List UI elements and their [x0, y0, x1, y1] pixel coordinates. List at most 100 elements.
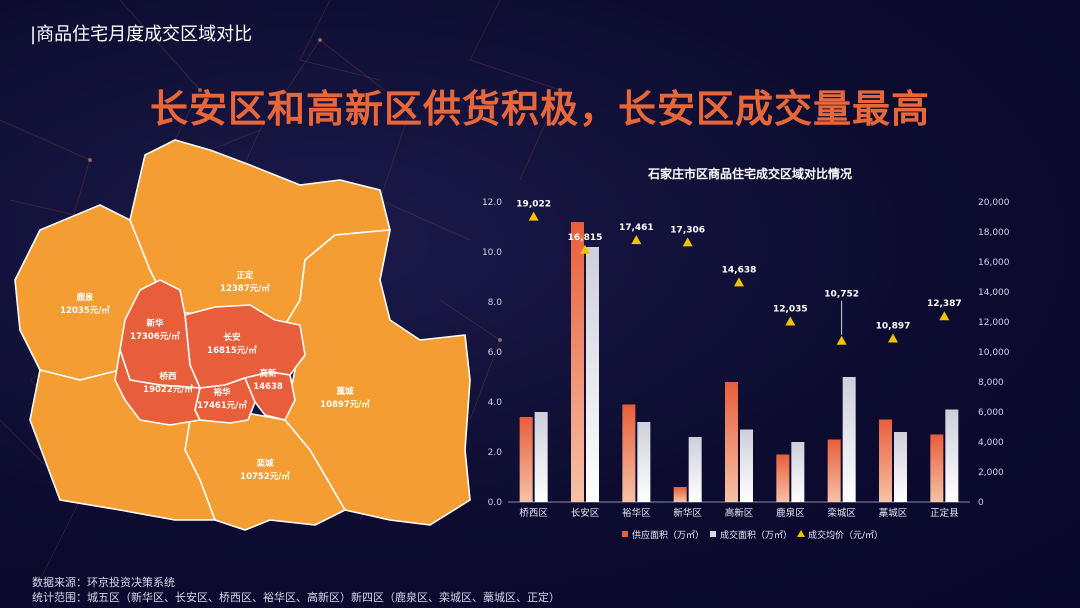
deal-bar	[842, 377, 856, 502]
right-tick-label: 18,000	[978, 228, 1010, 238]
left-tick-label: 8.0	[488, 298, 503, 308]
price-data-label: 17,461	[619, 223, 654, 233]
right-tick-label: 20,000	[978, 198, 1010, 208]
supply-bar	[930, 434, 944, 502]
category-label: 高新区	[725, 507, 754, 519]
price-marker	[631, 235, 642, 245]
map-label-changan: 长安	[223, 332, 241, 343]
category-label: 栾城区	[827, 507, 856, 519]
map-label-zhengding: 正定	[236, 270, 254, 281]
legend-swatch	[797, 530, 805, 537]
chart-legend: 供应面积（万㎡） 成交面积（万㎡） 成交均价（元/㎡）	[622, 529, 883, 541]
category-label: 鹿泉区	[776, 507, 805, 519]
category-label: 藁城区	[879, 507, 908, 519]
price-data-label: 17,306	[670, 225, 705, 235]
map-label-luancheng: 栾城	[255, 458, 274, 469]
district-comparison-chart: 石家庄市区商品住宅成交区域对比情况 0.0 2.0 4.0 6.0 8.0 10.0 12.…	[482, 166, 1010, 541]
left-tick-label: 6.0	[488, 348, 503, 358]
map-price-luancheng: 10752元/㎡	[240, 471, 290, 482]
left-tick-label: 12.0	[482, 198, 502, 208]
supply-bar	[519, 417, 533, 502]
right-tick-label: 14,000	[978, 288, 1010, 298]
category-label: 长安区	[571, 507, 600, 519]
deal-bar	[791, 442, 805, 502]
district-map: 鹿泉 12035元/㎡ 正定 12387元/㎡ 新华 17306元/㎡ 长安 1…	[14, 139, 471, 531]
supply-bar	[725, 382, 738, 502]
right-tick-label: 2,000	[978, 468, 1004, 478]
price-marker	[888, 333, 898, 343]
supply-bar	[622, 404, 636, 502]
price-marker	[734, 277, 744, 287]
deal-bar	[586, 247, 599, 502]
price-marks: 19,022 16,815 17,461 17,306 14,638 12,035 10,7…	[516, 200, 962, 345]
legend-swatch	[622, 531, 628, 537]
price-data-label: 19,022	[516, 200, 551, 210]
deal-bar	[894, 432, 907, 502]
left-tick-label: 2.0	[488, 448, 503, 458]
category-label: 正定县	[930, 507, 959, 519]
price-data-label: 12,387	[927, 299, 962, 309]
deal-bar	[637, 422, 651, 502]
supply-bar	[879, 419, 892, 502]
category-labels: 桥西区 长安区 裕华区 新华区 高新区 鹿泉区 栾城区 藁城区 正定县	[519, 507, 958, 519]
price-data-label: 12,035	[773, 304, 808, 314]
map-label-qiaoxi: 桥西	[159, 371, 177, 382]
map-price-gaoxin: 14638	[253, 382, 283, 392]
map-label-gaocheng: 藁城	[335, 386, 354, 397]
supply-bar	[827, 439, 841, 502]
price-marker	[939, 311, 950, 321]
map-label-luquan: 鹿泉	[75, 292, 94, 303]
footer: 数据来源：环京投资决策系统 统计范围：城五区（新华区、长安区、桥西区、裕华区、高…	[32, 575, 560, 605]
price-marker	[528, 211, 539, 221]
legend-label: 供应面积（万㎡）	[632, 529, 704, 541]
supply-bar	[673, 487, 687, 502]
district-gaoxin	[244, 371, 296, 421]
legend-label: 成交均价（元/㎡）	[808, 529, 883, 541]
section-title: |商品住宅月度成交区域对比	[30, 24, 253, 45]
price-data-label: 16,815	[568, 233, 603, 243]
category-label: 裕华区	[622, 507, 651, 519]
right-tick-label: 6,000	[978, 408, 1004, 418]
footer-source: 数据来源：环京投资决策系统	[32, 576, 175, 589]
bar-marks	[519, 222, 959, 502]
legend-label: 成交面积（万㎡）	[720, 529, 792, 541]
right-tick-label: 12,000	[978, 318, 1010, 328]
category-label: 新华区	[673, 507, 702, 519]
left-tick-label: 0.0	[488, 498, 503, 508]
map-price-zhengding: 12387元/㎡	[220, 283, 270, 294]
price-marker	[785, 316, 796, 326]
price-marker	[836, 335, 847, 345]
right-tick-label: 10,000	[978, 348, 1010, 358]
right-tick-label: 0	[978, 498, 984, 508]
supply-bar	[776, 454, 790, 502]
district-yuhua	[194, 377, 256, 424]
chart-title: 石家庄市区商品住宅成交区域对比情况	[647, 166, 852, 181]
price-marker	[682, 237, 693, 247]
right-tick-label: 4,000	[978, 438, 1004, 448]
map-price-yuhua: 17461元/㎡	[197, 400, 247, 411]
price-data-label: 14,638	[722, 265, 757, 275]
left-tick-label: 4.0	[488, 398, 503, 408]
price-data-label: 10,752	[824, 290, 859, 300]
map-label-yuhua: 裕华	[212, 387, 231, 398]
supply-bar	[571, 222, 584, 502]
legend-swatch	[710, 531, 716, 537]
map-price-luquan: 12035元/㎡	[60, 305, 110, 316]
map-price-xinhua: 17306元/㎡	[130, 331, 180, 342]
right-axis-ticks: 0 2,000 4,000 6,000 8,000 10,000 12,000 14,000 1…	[978, 198, 1010, 508]
map-price-gaocheng: 10897元/㎡	[320, 399, 370, 410]
category-label: 桥西区	[519, 507, 548, 519]
headline: 长安区和高新区供货积极，长安区成交量最高	[149, 87, 930, 131]
left-tick-label: 10.0	[482, 248, 502, 258]
map-label-xinhua: 新华	[146, 318, 164, 329]
right-tick-label: 8,000	[978, 378, 1004, 388]
price-data-label: 10,897	[876, 322, 911, 332]
left-axis-ticks: 0.0 2.0 4.0 6.0 8.0 10.0 12.0	[482, 198, 502, 508]
deal-bar	[534, 412, 548, 502]
deal-bar	[740, 429, 753, 502]
right-tick-label: 16,000	[978, 258, 1010, 268]
price-marker	[580, 244, 590, 254]
map-price-qiaoxi: 19022元/㎡	[143, 384, 193, 395]
map-label-gaoxin: 高新	[259, 368, 277, 379]
map-price-changan: 16815元/㎡	[207, 345, 257, 356]
